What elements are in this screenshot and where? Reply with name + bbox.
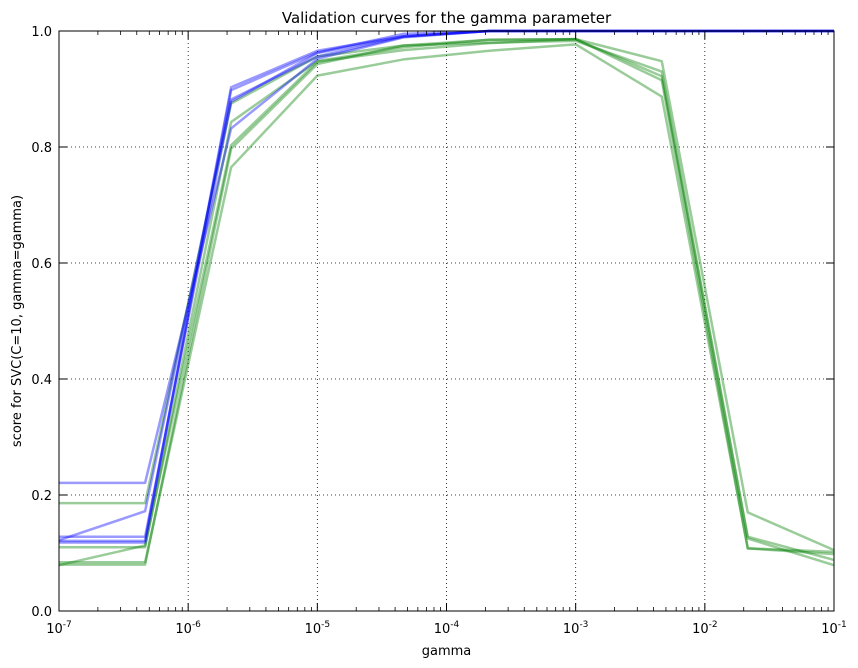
x-tick-base: 10 <box>563 622 580 637</box>
x-tick-base: 10 <box>821 622 838 637</box>
y-tick-label: 0.8 <box>31 141 52 156</box>
x-tick-label: 10-5 <box>305 620 331 637</box>
tick-labels: 10-7 10-6 10-5 10-4 10-3 10-2 10-10.00.20.40.6… <box>31 25 846 637</box>
test-score-line <box>59 43 835 564</box>
y-tick-label: 0.0 <box>31 605 52 620</box>
test-score-line <box>59 39 835 566</box>
grid <box>59 31 834 611</box>
x-tick-label: 10-3 <box>563 620 589 637</box>
test-score-line <box>58 37 835 567</box>
y-tick-label: 1.0 <box>31 25 52 40</box>
x-tick-exponent: -3 <box>579 620 588 630</box>
x-tick-label: 10-4 <box>434 620 460 637</box>
x-tick-label: 10-1 <box>821 620 847 637</box>
y-tick-label: 0.4 <box>31 373 52 388</box>
test-score-line <box>59 37 835 552</box>
x-tick-base: 10 <box>692 622 709 637</box>
chart-title: Validation curves for the gamma paramete… <box>282 9 612 27</box>
x-tick-base: 10 <box>46 622 63 637</box>
test-score-line <box>59 37 835 554</box>
x-tick-base: 10 <box>305 622 322 637</box>
x-tick-base: 10 <box>434 622 451 637</box>
x-tick-exponent: -4 <box>450 620 459 630</box>
x-tick-base: 10 <box>175 622 192 637</box>
y-axis-label: score for SVC(C=10, gamma=gamma) <box>10 195 25 447</box>
y-tick-label: 0.6 <box>31 257 52 272</box>
axis-ticks <box>58 30 835 612</box>
x-tick-exponent: -5 <box>321 620 330 630</box>
x-axis-label: gamma <box>422 644 472 659</box>
x-tick-exponent: -2 <box>709 620 718 630</box>
x-tick-label: 10-2 <box>692 620 718 637</box>
y-tick-label: 0.2 <box>31 489 52 504</box>
x-tick-exponent: -1 <box>838 620 847 630</box>
x-tick-label: 10-6 <box>175 620 201 637</box>
x-tick-exponent: -7 <box>63 620 72 630</box>
x-tick-exponent: -6 <box>192 620 201 630</box>
x-tick-label: 10-7 <box>46 620 72 637</box>
